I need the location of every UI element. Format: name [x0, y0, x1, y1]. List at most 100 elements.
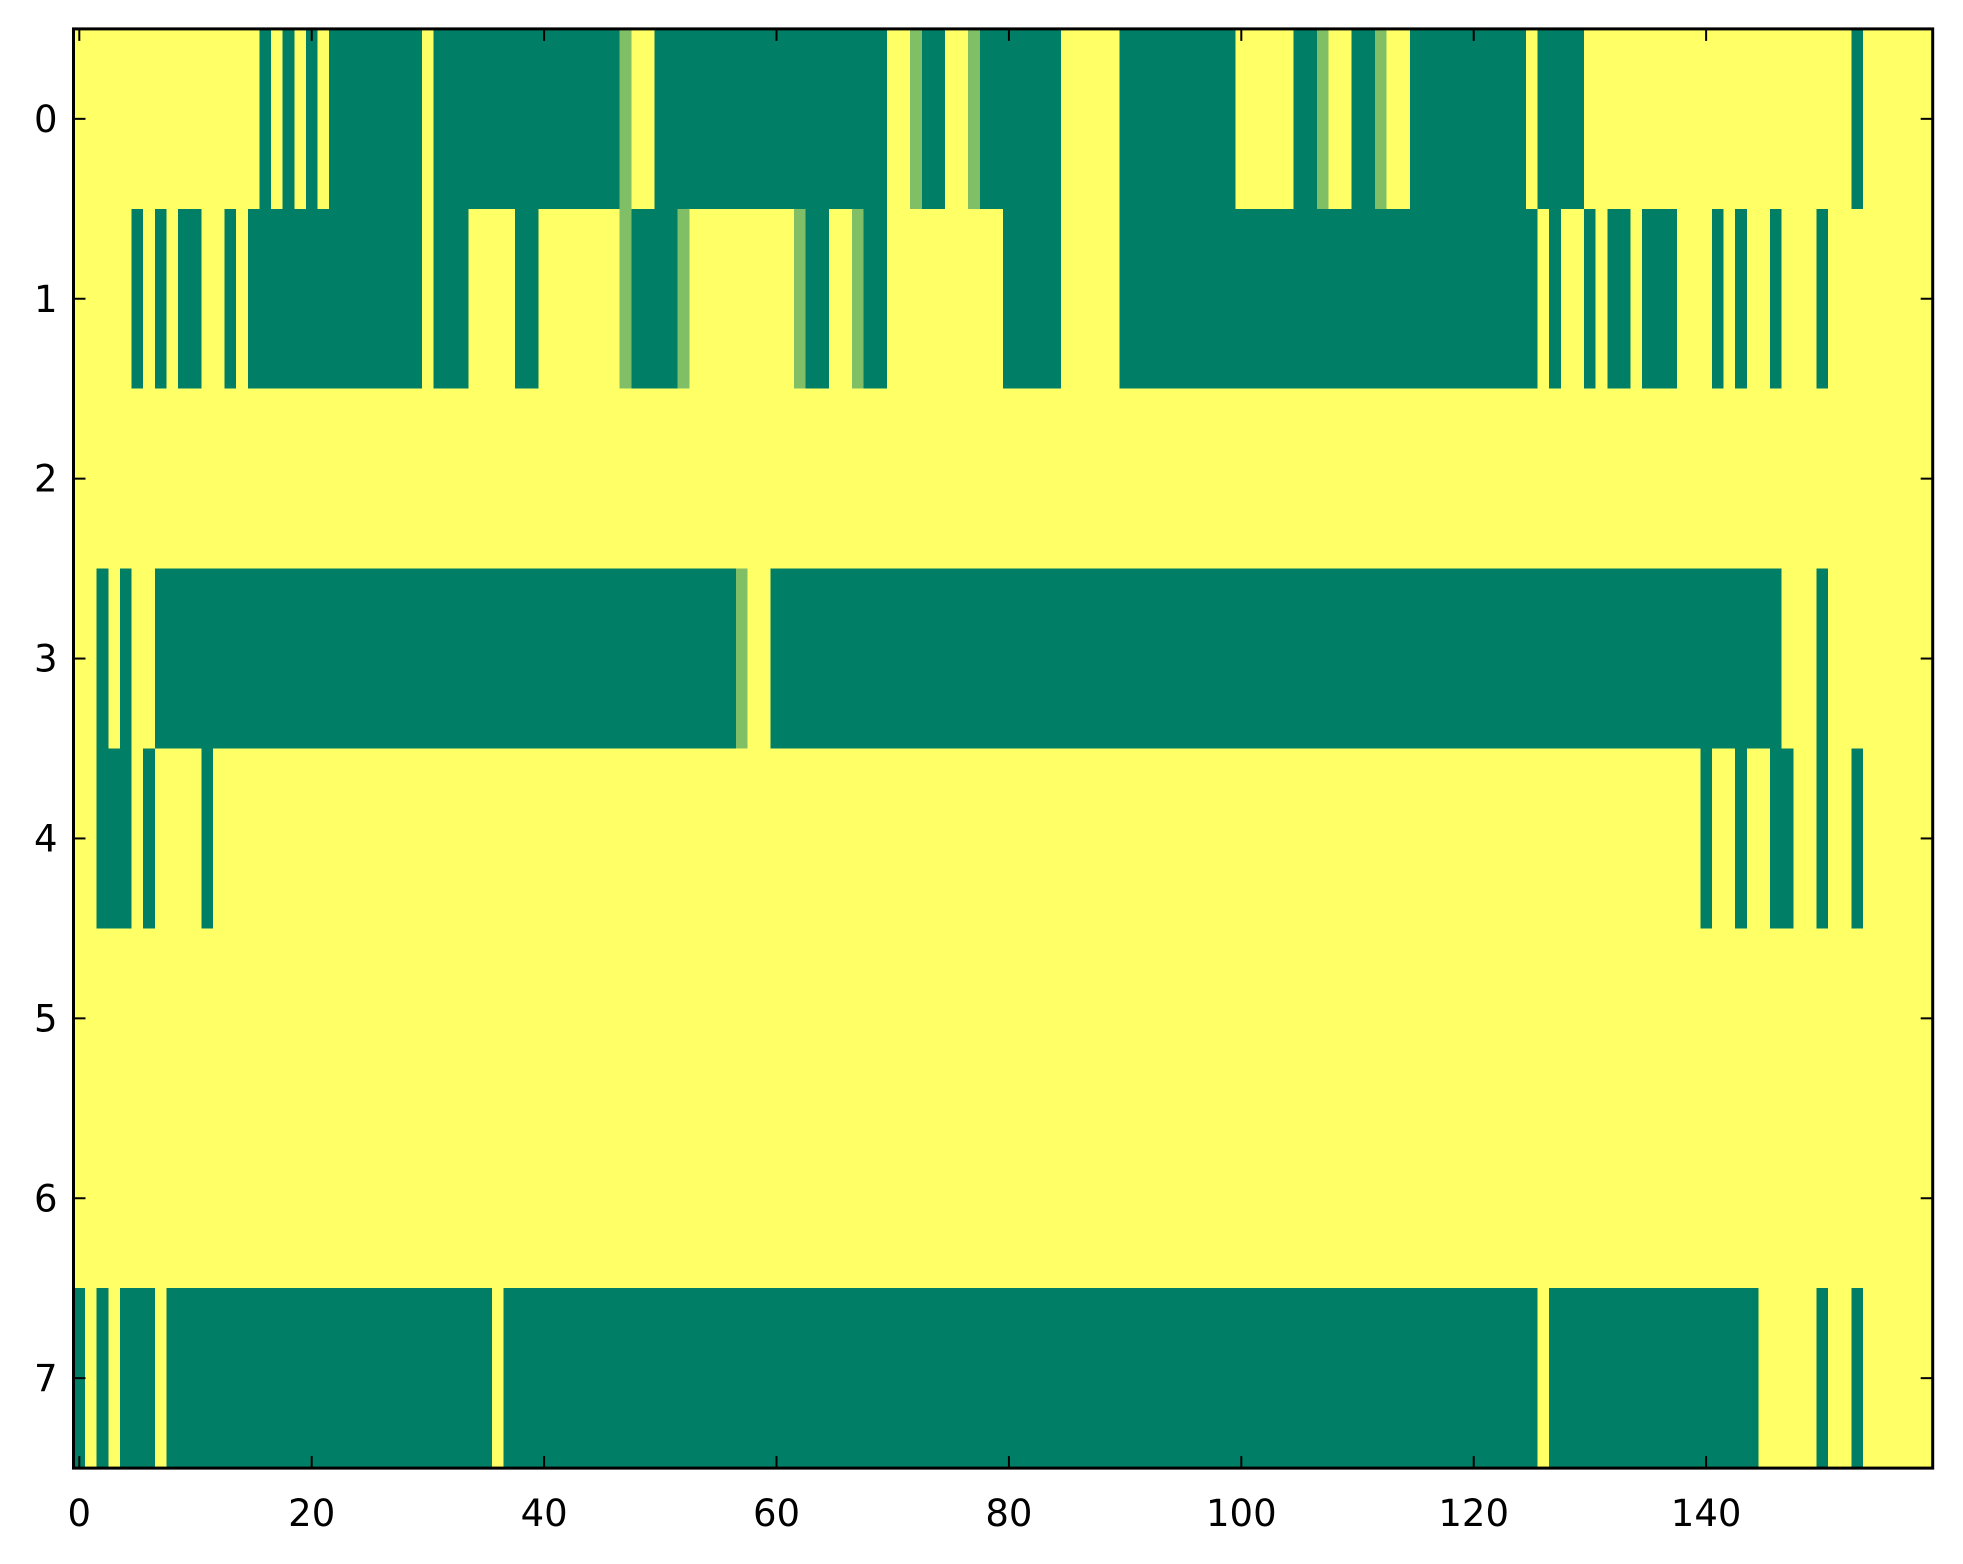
heatmap-cell	[1421, 1288, 1434, 1469]
heatmap-cell	[305, 748, 319, 929]
heatmap-cell	[1398, 568, 1411, 750]
heatmap-cell	[596, 28, 609, 210]
heatmap-cell	[1537, 928, 1550, 1109]
heatmap-cell	[1456, 28, 1469, 210]
heatmap-cell	[352, 928, 365, 1109]
heatmap-cell	[1700, 208, 1713, 390]
heatmap-cell	[654, 748, 667, 929]
heatmap-cell	[724, 388, 737, 570]
heatmap-cell	[817, 208, 830, 390]
heatmap-cell	[1874, 1288, 1887, 1469]
heatmap-cell	[1363, 388, 1376, 570]
heatmap-cell	[596, 568, 609, 750]
heatmap-cell	[329, 388, 342, 570]
heatmap-cell	[1653, 208, 1667, 390]
heatmap-cell	[1165, 28, 1178, 210]
heatmap-cell	[956, 1288, 969, 1469]
heatmap-cell	[1247, 748, 1260, 929]
heatmap-cell	[1189, 748, 1202, 929]
heatmap-cell	[921, 1288, 934, 1469]
heatmap-cell	[1781, 568, 1794, 750]
heatmap-cell	[236, 208, 249, 390]
heatmap-cell	[921, 748, 934, 929]
heatmap-cell	[1270, 1108, 1283, 1289]
heatmap-cell	[1828, 388, 1841, 570]
heatmap-cell	[584, 1288, 597, 1469]
heatmap-cell	[85, 388, 98, 570]
heatmap-cell	[956, 388, 969, 570]
heatmap-cell	[1665, 388, 1678, 570]
heatmap-cell	[817, 568, 830, 750]
heatmap-cell	[1409, 568, 1423, 750]
heatmap-cell	[631, 388, 644, 570]
heatmap-cell	[364, 208, 377, 390]
heatmap-cell	[1584, 1108, 1597, 1289]
heatmap-cell	[1200, 388, 1213, 570]
heatmap-cell	[143, 388, 156, 570]
heatmap-cell	[1758, 748, 1771, 929]
heatmap-cell	[131, 568, 144, 750]
heatmap-cell	[596, 1288, 609, 1469]
heatmap-cell	[1874, 1108, 1887, 1289]
heatmap-cell	[1735, 388, 1748, 570]
heatmap-cell	[1130, 28, 1144, 210]
heatmap-cell	[1897, 388, 1911, 570]
heatmap-cell	[1130, 1288, 1144, 1469]
heatmap-cell	[1618, 568, 1632, 750]
heatmap-cell	[1130, 208, 1144, 390]
heatmap-cell	[1851, 208, 1864, 390]
heatmap-cell	[1630, 928, 1643, 1109]
heatmap-cell	[294, 1288, 307, 1469]
heatmap-cell	[631, 568, 644, 750]
heatmap-cell	[979, 1108, 993, 1289]
heatmap-cell	[1189, 1288, 1202, 1469]
heatmap-cell	[1247, 568, 1260, 750]
heatmap-cell	[1851, 1108, 1864, 1289]
heatmap-cell	[1595, 1288, 1608, 1469]
heatmap-cell	[712, 28, 725, 210]
heatmap-cell	[979, 928, 993, 1109]
heatmap-cell	[1444, 28, 1457, 210]
heatmap-cell	[1200, 748, 1213, 929]
heatmap-cell	[189, 208, 202, 390]
heatmap-cell	[712, 1288, 725, 1469]
heatmap-cell	[573, 1288, 586, 1469]
heatmap-cell	[1711, 748, 1725, 929]
heatmap-cell	[875, 388, 888, 570]
heatmap-cell	[1374, 1288, 1388, 1469]
heatmap-cell	[1770, 1288, 1783, 1469]
heatmap-cell	[1281, 748, 1295, 929]
heatmap-cell	[828, 208, 842, 390]
heatmap-cell	[561, 1288, 574, 1469]
heatmap-cell	[1549, 1108, 1562, 1289]
heatmap-cell	[642, 928, 656, 1109]
heatmap-cell	[1839, 28, 1852, 210]
heatmap-cell	[1351, 748, 1364, 929]
heatmap-cell	[131, 208, 144, 390]
heatmap-cell	[1886, 28, 1899, 210]
heatmap-cell	[1735, 568, 1748, 750]
heatmap-cell	[1467, 208, 1481, 390]
heatmap-cell	[898, 568, 911, 750]
heatmap-cell	[1014, 748, 1027, 929]
heatmap-cell	[236, 28, 249, 210]
heatmap-cell	[1909, 208, 1922, 390]
x-tick-label: 140	[1671, 1492, 1742, 1535]
heatmap-cell	[596, 208, 609, 390]
heatmap-cell	[817, 748, 830, 929]
heatmap-cell	[1293, 568, 1306, 750]
heatmap-cell	[619, 748, 632, 929]
heatmap-cell	[724, 28, 737, 210]
heatmap-cell	[1247, 28, 1260, 210]
heatmap-cell	[863, 28, 876, 210]
heatmap-cell	[956, 1108, 969, 1289]
heatmap-cell	[433, 1288, 446, 1469]
heatmap-cell	[561, 208, 574, 390]
heatmap-cell	[549, 1288, 563, 1469]
heatmap-cell	[840, 568, 853, 750]
heatmap-cell	[375, 928, 388, 1109]
heatmap-cell	[1595, 568, 1608, 750]
heatmap-cell	[96, 568, 109, 750]
heatmap-cell	[387, 208, 400, 390]
heatmap-cell	[817, 1108, 830, 1289]
